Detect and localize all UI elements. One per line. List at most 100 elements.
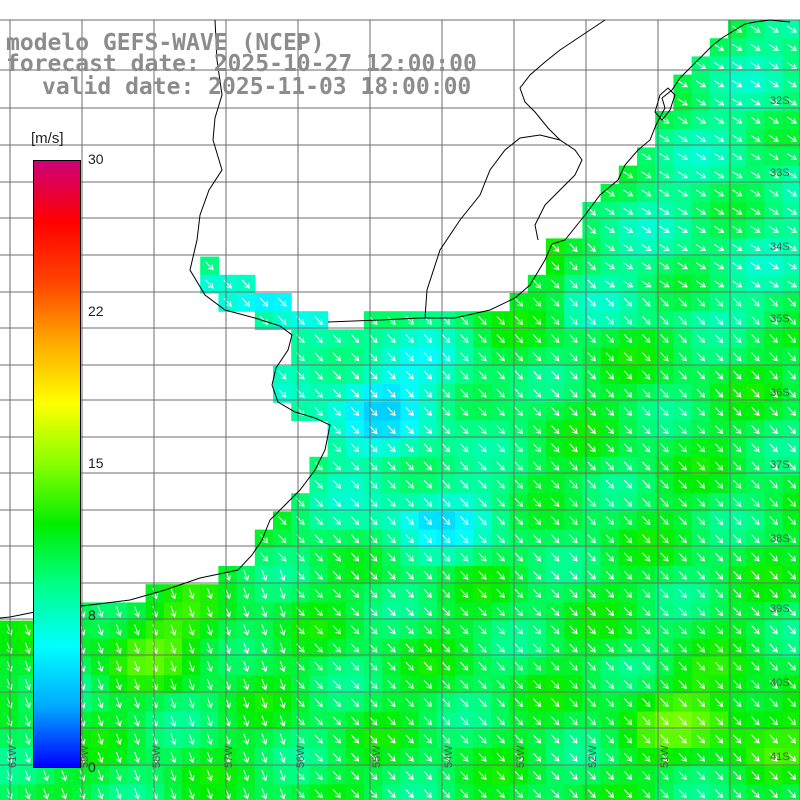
wind-arrow bbox=[733, 607, 742, 617]
wind-arrow bbox=[678, 461, 687, 471]
wind-speed-cell bbox=[163, 784, 183, 800]
wind-arrow bbox=[786, 80, 798, 88]
wind-arrow bbox=[423, 461, 433, 471]
wind-arrow bbox=[387, 352, 396, 362]
wind-arrow bbox=[786, 62, 798, 70]
wind-arrow bbox=[496, 770, 505, 780]
wind-arrow bbox=[514, 497, 524, 507]
wind-arrow bbox=[24, 715, 31, 727]
wind-arrow bbox=[787, 443, 797, 453]
wind-arrow bbox=[733, 734, 742, 744]
wind-arrow bbox=[714, 752, 724, 762]
wind-arrow bbox=[243, 697, 250, 709]
wind-arrow bbox=[460, 588, 469, 598]
wind-arrow bbox=[569, 425, 578, 435]
wind-speed-cell bbox=[127, 784, 147, 800]
wind-arrow bbox=[750, 116, 761, 124]
wind-arrow bbox=[478, 315, 487, 325]
wind-arrow bbox=[696, 698, 706, 708]
wind-arrow bbox=[660, 370, 669, 380]
wind-arrow bbox=[787, 370, 797, 380]
wind-arrow bbox=[496, 789, 505, 799]
wind-arrow bbox=[332, 679, 342, 689]
wind-arrow bbox=[714, 406, 724, 416]
wind-arrow bbox=[332, 425, 342, 435]
wind-arrow bbox=[514, 534, 524, 544]
wind-arrow bbox=[733, 388, 742, 398]
wind-arrow bbox=[732, 134, 743, 142]
wind-arrow bbox=[569, 479, 578, 489]
wind-arrow bbox=[605, 625, 615, 635]
wind-arrow bbox=[768, 43, 779, 51]
wind-arrow bbox=[660, 588, 669, 598]
wind-arrow bbox=[478, 334, 487, 344]
wind-arrow bbox=[660, 297, 669, 307]
wind-arrow bbox=[769, 297, 778, 307]
wind-arrow bbox=[460, 497, 469, 507]
wind-arrow bbox=[387, 588, 396, 598]
wind-arrow bbox=[441, 789, 451, 799]
wind-arrow bbox=[423, 716, 433, 726]
wind-arrow bbox=[678, 552, 687, 562]
wind-arrow bbox=[587, 352, 596, 362]
wind-arrow bbox=[496, 588, 505, 598]
wind-arrow bbox=[587, 224, 596, 234]
wind-arrow bbox=[350, 552, 360, 562]
wind-arrow bbox=[42, 788, 49, 800]
wind-arrow bbox=[460, 443, 469, 453]
wind-arrow bbox=[387, 570, 396, 580]
wind-arrow bbox=[423, 588, 433, 598]
wind-arrow bbox=[314, 534, 323, 544]
wind-arrow bbox=[714, 171, 725, 179]
wind-arrow bbox=[532, 552, 542, 562]
wind-arrow bbox=[314, 789, 323, 799]
wind-arrow bbox=[733, 679, 742, 689]
wind-arrow bbox=[478, 770, 487, 780]
wind-arrow bbox=[261, 697, 268, 709]
wind-arrow bbox=[369, 643, 378, 653]
wind-arrow bbox=[623, 479, 633, 489]
wind-arrow bbox=[423, 479, 433, 489]
wind-arrow bbox=[605, 443, 615, 453]
wind-arrow bbox=[642, 516, 651, 526]
wind-arrow bbox=[750, 153, 761, 161]
wind-arrow bbox=[569, 352, 578, 362]
wind-arrow bbox=[733, 516, 742, 526]
wind-arrow bbox=[369, 588, 378, 598]
wind-arrow bbox=[642, 698, 651, 708]
wind-arrow bbox=[314, 643, 323, 653]
wind-arrow bbox=[733, 661, 742, 671]
wind-arrow bbox=[441, 752, 451, 762]
wind-arrow bbox=[751, 425, 760, 435]
wind-arrow bbox=[569, 370, 578, 380]
wind-arrow bbox=[532, 679, 542, 689]
wind-arrow bbox=[478, 789, 487, 799]
longitude-label: 57W bbox=[223, 745, 235, 768]
wind-speed-cell bbox=[746, 784, 765, 800]
wind-arrow bbox=[677, 116, 688, 124]
wind-arrow bbox=[206, 715, 213, 727]
wind-arrow bbox=[587, 752, 596, 762]
wind-arrow bbox=[115, 624, 122, 636]
wind-arrow bbox=[732, 62, 743, 70]
wind-arrow bbox=[605, 479, 615, 489]
wind-arrow bbox=[569, 679, 578, 689]
wind-arrow bbox=[314, 552, 323, 562]
wind-arrow bbox=[350, 770, 360, 780]
wind-arrow bbox=[532, 588, 542, 598]
wind-arrow bbox=[405, 552, 414, 562]
wind-arrow bbox=[460, 752, 469, 762]
wind-arrow bbox=[369, 388, 378, 398]
wind-arrow bbox=[115, 678, 122, 691]
wind-arrow bbox=[660, 752, 669, 762]
wind-arrow bbox=[733, 461, 742, 471]
wind-arrow bbox=[678, 370, 687, 380]
wind-arrow bbox=[206, 660, 213, 673]
wind-arrow bbox=[787, 479, 797, 489]
wind-arrow bbox=[787, 734, 797, 744]
latitude-label: 38S bbox=[770, 533, 790, 545]
wind-arrow bbox=[279, 660, 286, 673]
wind-arrow bbox=[405, 770, 414, 780]
wind-arrow bbox=[678, 406, 687, 416]
wind-arrow bbox=[660, 716, 669, 726]
